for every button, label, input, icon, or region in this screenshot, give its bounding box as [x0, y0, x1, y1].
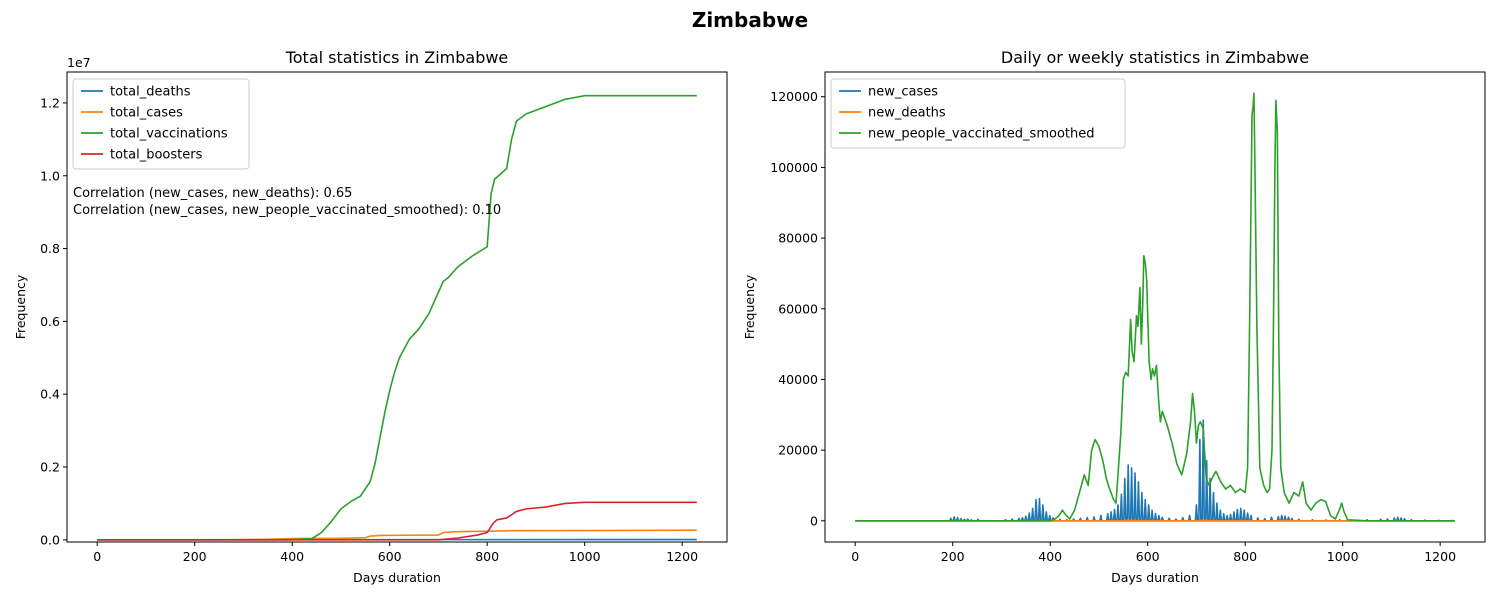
- legend-label: total_cases: [110, 106, 183, 121]
- chart-title: Total statistics in Zimbabwe: [285, 48, 509, 67]
- y-tick-label: 0.0: [40, 532, 60, 547]
- correlation-annotation: Correlation (new_cases, new_deaths): 0.6…: [73, 186, 352, 201]
- x-tick-label: 600: [1136, 549, 1160, 564]
- x-tick-label: 1000: [1327, 549, 1359, 564]
- daily-statistics-chart: Daily or weekly statistics in Zimbabwe 0 2…: [742, 48, 1486, 585]
- x-tick-label: 1000: [569, 549, 601, 564]
- y-tick-label: 1.2: [40, 95, 60, 110]
- y-exponent-label: 1e7: [67, 55, 91, 70]
- y-axis-label: Frequency: [742, 274, 757, 339]
- legend: new_cases new_deaths new_people_vaccinated…: [830, 78, 1126, 149]
- x-axis-label: Days duration: [1111, 570, 1199, 585]
- plot-frame: [824, 71, 1486, 543]
- x-tick-label: 1200: [1424, 549, 1456, 564]
- x-tick-label: 800: [475, 549, 499, 564]
- x-tick-label: 0: [93, 549, 101, 564]
- legend-label: new_cases: [868, 85, 938, 100]
- legend: total_deaths total_cases total_vaccination…: [72, 78, 250, 170]
- total-statistics-chart: Total statistics in Zimbabwe 0 200 400 600 80…: [13, 48, 728, 585]
- plot-frame: [66, 71, 728, 543]
- y-tick-label: 20000: [778, 443, 818, 458]
- y-tick-label: 120000: [770, 89, 818, 104]
- y-tick-label: 0.6: [40, 314, 60, 329]
- x-tick-label: 600: [378, 549, 402, 564]
- y-tick-label: 0.4: [40, 387, 60, 402]
- series-group: [855, 92, 1455, 522]
- correlation-annotation: Correlation (new_cases, new_people_vacci…: [73, 203, 501, 218]
- legend-label: total_deaths: [110, 85, 191, 100]
- y-tick-label: 0: [810, 513, 818, 528]
- y-tick-label: 80000: [778, 231, 818, 246]
- y-tick-label: 60000: [778, 301, 818, 316]
- legend-box: [72, 78, 250, 170]
- series-line-total-boosters: [97, 501, 697, 541]
- series-line-new-people-vaccinated-smoothed: [855, 92, 1455, 522]
- series-line-total-cases: [97, 529, 697, 541]
- legend-label: total_boosters: [110, 148, 203, 163]
- x-tick-label: 400: [280, 549, 304, 564]
- y-tick-label: 0.8: [40, 241, 60, 256]
- x-tick-label: 200: [941, 549, 965, 564]
- figure-title: Zimbabwe: [692, 8, 808, 32]
- y-tick-label: 40000: [778, 372, 818, 387]
- y-tick-label: 1.0: [40, 168, 60, 183]
- x-tick-label: 800: [1233, 549, 1257, 564]
- series-group: [97, 94, 697, 541]
- x-tick-label: 1200: [666, 549, 698, 564]
- x-axis-label: Days duration: [353, 570, 441, 585]
- legend-label: new_deaths: [868, 106, 946, 121]
- x-tick-label: 0: [851, 549, 859, 564]
- y-axis-label: Frequency: [13, 274, 28, 339]
- series-line-total-vaccinations: [97, 94, 697, 541]
- legend-label: total_vaccinations: [110, 127, 228, 142]
- series-line-new-cases: [855, 419, 1455, 522]
- chart-title: Daily or weekly statistics in Zimbabwe: [1001, 48, 1309, 67]
- y-tick-label: 100000: [770, 160, 818, 175]
- x-tick-label: 400: [1038, 549, 1062, 564]
- x-tick-label: 200: [183, 549, 207, 564]
- legend-label: new_people_vaccinated_smoothed: [868, 127, 1094, 142]
- y-tick-label: 0.2: [40, 460, 60, 475]
- legend-box: [830, 78, 1126, 149]
